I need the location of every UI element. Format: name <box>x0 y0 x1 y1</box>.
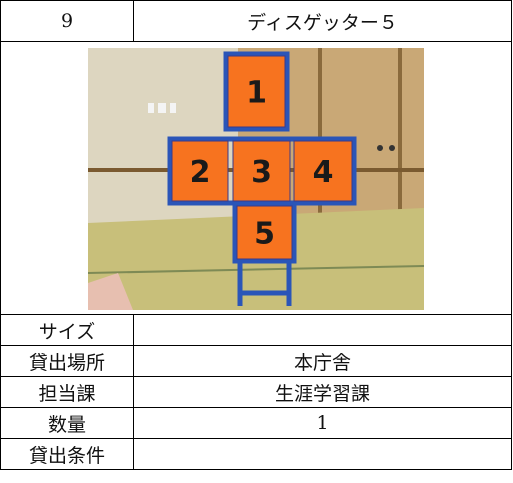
row-label: 担当課 <box>0 376 134 408</box>
info-row: 貸出場所 本庁舎 <box>0 345 512 377</box>
row-label: 貸出条件 <box>0 438 134 470</box>
row-label: 貸出場所 <box>0 345 134 377</box>
info-row: 貸出条件 <box>0 438 512 470</box>
item-name: ディスゲッター５ <box>133 0 512 42</box>
panel-number: 2 <box>190 155 211 190</box>
panel-number: 4 <box>313 155 334 190</box>
target-panel <box>232 140 291 202</box>
target-panel <box>293 140 353 202</box>
row-value: 生涯学習課 <box>133 376 512 408</box>
photo-cell: 1 2 3 4 5 <box>0 41 512 315</box>
info-row: サイズ <box>0 314 512 346</box>
info-row: 担当課 生涯学習課 <box>0 376 512 408</box>
panel-number: 1 <box>246 76 267 111</box>
info-row: 数量 1 <box>0 407 512 439</box>
item-table: 9 ディスゲッター５ <box>0 0 512 470</box>
header-row: 9 ディスゲッター５ <box>0 0 512 42</box>
row-label: サイズ <box>0 314 134 346</box>
panel-number: 3 <box>251 155 272 190</box>
row-value <box>133 438 512 470</box>
item-number: 9 <box>0 0 134 42</box>
row-label: 数量 <box>0 407 134 439</box>
row-value: 本庁舎 <box>133 345 512 377</box>
target-panel <box>236 205 293 260</box>
panel-number: 5 <box>254 217 275 252</box>
target-panel <box>171 140 229 202</box>
row-value: 1 <box>133 407 512 439</box>
photo: 1 2 3 4 5 <box>88 48 424 310</box>
photo-row: 1 2 3 4 5 <box>0 41 512 315</box>
row-value <box>133 314 512 346</box>
target-panel <box>227 55 286 128</box>
